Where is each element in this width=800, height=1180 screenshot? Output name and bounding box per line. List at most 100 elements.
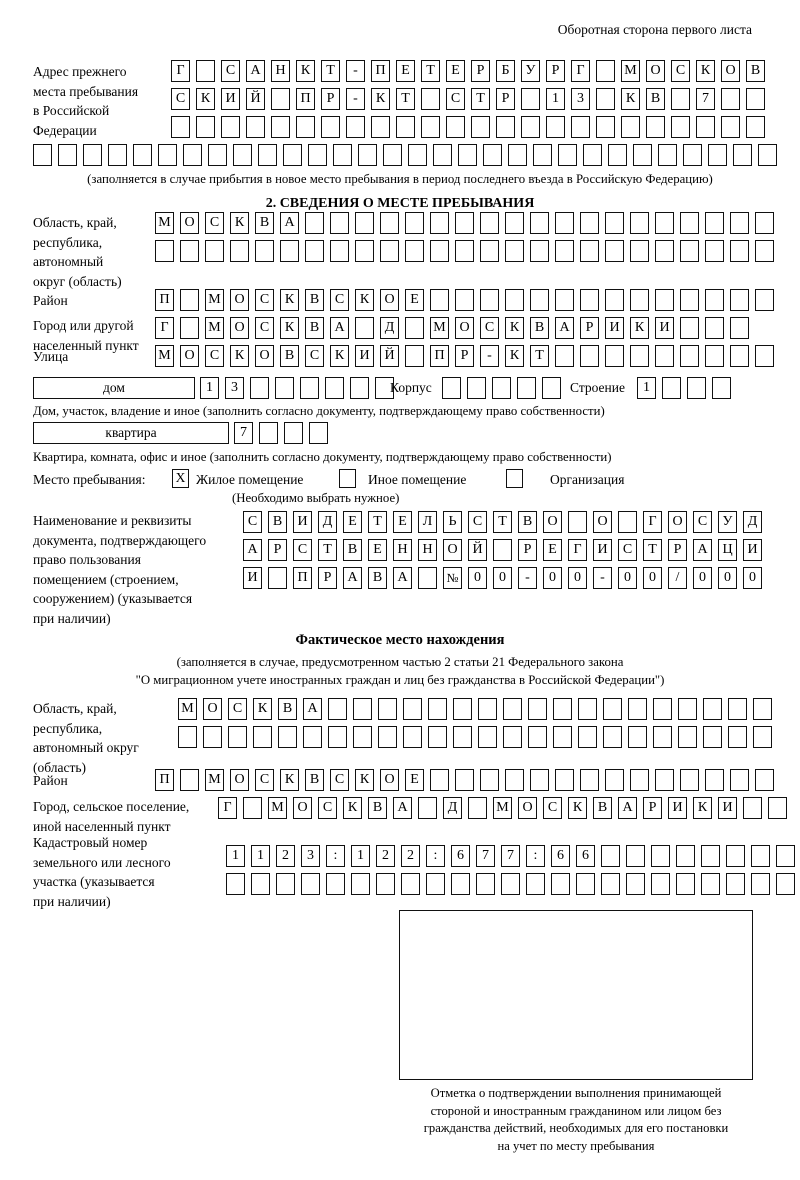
char-cell[interactable] xyxy=(705,212,724,234)
stroenie-grid[interactable]: 1 xyxy=(637,377,731,399)
char-cell[interactable]: С xyxy=(171,88,190,110)
char-cell[interactable] xyxy=(453,698,472,720)
char-cell[interactable] xyxy=(421,116,440,138)
char-cell[interactable] xyxy=(578,698,597,720)
char-cell[interactable]: П xyxy=(293,567,312,589)
char-cell[interactable]: С xyxy=(618,539,637,561)
char-cell[interactable]: В xyxy=(268,511,287,533)
char-cell[interactable] xyxy=(355,212,374,234)
char-cell[interactable] xyxy=(503,698,522,720)
char-cell[interactable]: А xyxy=(393,567,412,589)
char-cell[interactable] xyxy=(655,289,674,311)
char-cell[interactable] xyxy=(493,539,512,561)
char-cell[interactable]: Л xyxy=(418,511,437,533)
char-cell[interactable]: Е xyxy=(446,60,465,82)
char-cell[interactable]: С xyxy=(205,345,224,367)
char-cell[interactable] xyxy=(701,873,720,895)
char-cell[interactable] xyxy=(421,88,440,110)
char-cell[interactable] xyxy=(325,377,344,399)
char-cell[interactable] xyxy=(378,698,397,720)
char-cell[interactable]: Р xyxy=(518,539,537,561)
char-cell[interactable] xyxy=(278,726,297,748)
char-cell[interactable]: Р xyxy=(268,539,287,561)
char-cell[interactable]: О xyxy=(518,797,537,819)
char-cell[interactable]: Н xyxy=(418,539,437,561)
char-cell[interactable] xyxy=(196,60,215,82)
char-cell[interactable] xyxy=(405,240,424,262)
flat-number-grid[interactable]: 7 xyxy=(234,422,328,444)
char-cell[interactable] xyxy=(243,797,262,819)
char-cell[interactable]: С xyxy=(671,60,690,82)
korpus-grid[interactable] xyxy=(442,377,561,399)
char-cell[interactable] xyxy=(408,144,427,166)
char-cell[interactable] xyxy=(608,144,627,166)
char-cell[interactable] xyxy=(751,845,770,867)
char-cell[interactable]: Т xyxy=(493,511,512,533)
char-cell[interactable]: 7 xyxy=(234,422,253,444)
char-cell[interactable]: И xyxy=(668,797,687,819)
char-cell[interactable]: М xyxy=(205,769,224,791)
char-cell[interactable]: О xyxy=(668,511,687,533)
char-cell[interactable] xyxy=(680,240,699,262)
char-cell[interactable] xyxy=(755,240,774,262)
char-cell[interactable] xyxy=(555,289,574,311)
char-cell[interactable] xyxy=(555,345,574,367)
char-cell[interactable]: Е xyxy=(396,60,415,82)
char-cell[interactable] xyxy=(405,317,424,339)
char-cell[interactable] xyxy=(378,726,397,748)
char-cell[interactable] xyxy=(458,144,477,166)
char-cell[interactable]: А xyxy=(303,698,322,720)
char-cell[interactable] xyxy=(603,698,622,720)
char-cell[interactable] xyxy=(455,240,474,262)
char-cell[interactable] xyxy=(580,769,599,791)
char-cell[interactable] xyxy=(505,240,524,262)
char-cell[interactable] xyxy=(521,116,540,138)
char-cell[interactable] xyxy=(455,289,474,311)
char-cell[interactable]: С xyxy=(693,511,712,533)
char-cell[interactable] xyxy=(580,289,599,311)
char-cell[interactable]: О xyxy=(380,289,399,311)
char-cell[interactable]: В xyxy=(305,317,324,339)
char-cell[interactable]: О xyxy=(180,345,199,367)
char-cell[interactable] xyxy=(158,144,177,166)
char-cell[interactable]: У xyxy=(521,60,540,82)
char-cell[interactable] xyxy=(680,317,699,339)
char-cell[interactable]: Г xyxy=(218,797,237,819)
char-cell[interactable] xyxy=(208,144,227,166)
char-cell[interactable] xyxy=(751,873,770,895)
char-cell[interactable] xyxy=(375,377,394,399)
char-cell[interactable] xyxy=(621,116,640,138)
char-cell[interactable]: 1 xyxy=(351,845,370,867)
char-cell[interactable]: С xyxy=(468,511,487,533)
char-cell[interactable] xyxy=(308,144,327,166)
char-cell[interactable] xyxy=(755,769,774,791)
char-cell[interactable] xyxy=(676,845,695,867)
char-cell[interactable] xyxy=(426,873,445,895)
char-cell[interactable] xyxy=(721,116,740,138)
char-cell[interactable]: Й xyxy=(380,345,399,367)
char-cell[interactable]: И xyxy=(355,345,374,367)
char-cell[interactable]: Н xyxy=(393,539,412,561)
char-cell[interactable]: Р xyxy=(496,88,515,110)
char-cell[interactable] xyxy=(155,240,174,262)
char-cell[interactable] xyxy=(346,116,365,138)
char-cell[interactable] xyxy=(680,289,699,311)
char-cell[interactable]: К xyxy=(330,345,349,367)
char-cell[interactable]: Т xyxy=(530,345,549,367)
char-cell[interactable] xyxy=(712,377,731,399)
char-cell[interactable]: В xyxy=(278,698,297,720)
char-cell[interactable]: № xyxy=(443,567,462,589)
char-cell[interactable]: Й xyxy=(468,539,487,561)
char-cell[interactable]: П xyxy=(430,345,449,367)
char-cell[interactable] xyxy=(276,873,295,895)
char-cell[interactable]: Р xyxy=(668,539,687,561)
char-cell[interactable]: В xyxy=(305,289,324,311)
char-cell[interactable] xyxy=(753,726,772,748)
char-cell[interactable] xyxy=(480,769,499,791)
char-cell[interactable] xyxy=(178,726,197,748)
char-cell[interactable] xyxy=(728,726,747,748)
char-cell[interactable]: К xyxy=(253,698,272,720)
